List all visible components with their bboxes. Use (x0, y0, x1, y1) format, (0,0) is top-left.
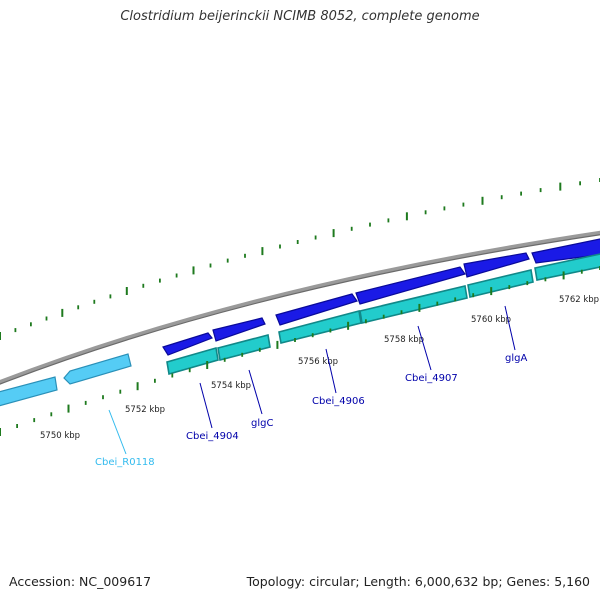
topology-label: Topology: circular; Length: 6,000,632 bp… (246, 574, 590, 589)
forward-strand-features (162, 238, 600, 356)
kbp-label-5762: 5762 kbp (559, 295, 599, 305)
gene-feature-glgc-reverse[interactable] (217, 334, 271, 361)
rna-feature-cbei-r0118[interactable] (63, 353, 132, 385)
leader-cbei-4906 (325, 348, 337, 394)
gene-label-cbei-4907[interactable]: Cbei_4907 (405, 373, 458, 384)
gene-feature-cbei-4904-forward[interactable] (162, 332, 213, 356)
gene-label-cbei-r0118[interactable]: Cbei_R0118 (95, 457, 155, 468)
gene-feature-glgc-forward[interactable] (212, 317, 266, 342)
kbp-label-5758: 5758 kbp (384, 335, 424, 345)
rna-feature-left[interactable] (0, 376, 58, 407)
leader-glgc (248, 369, 263, 415)
leader-cbei-4907 (417, 325, 432, 371)
reverse-strand-features (166, 253, 600, 376)
gene-feature-glga-forward[interactable] (463, 252, 530, 278)
gene-feature-edge-reverse[interactable] (534, 253, 600, 281)
kbp-scale-labels: 5750 kbp 5752 kbp 5754 kbp 5756 kbp 5758… (40, 295, 599, 441)
leader-cbei-r0118 (108, 409, 127, 455)
genome-backbone (0, 230, 600, 385)
gene-label-glgc[interactable]: glgC (251, 418, 273, 429)
gene-labels: Cbei_R0118 Cbei_4904 glgC Cbei_4906 Cbei… (95, 353, 527, 468)
gene-label-cbei-4906[interactable]: Cbei_4906 (312, 396, 365, 407)
gene-feature-glga-reverse[interactable] (467, 269, 534, 298)
gene-feature-cbei-4904-reverse[interactable] (166, 346, 219, 376)
kbp-label-5760: 5760 kbp (471, 315, 511, 325)
kbp-label-5756: 5756 kbp (298, 357, 338, 367)
kbp-label-5754: 5754 kbp (211, 381, 251, 391)
gene-feature-cbei-4906-reverse[interactable] (278, 310, 362, 344)
map-title: Clostridium beijerinckii NCIMB 8052, com… (120, 9, 480, 24)
outer-tick-ring (0, 178, 600, 340)
genome-backbone-shadow (0, 234, 600, 385)
kbp-label-5752: 5752 kbp (125, 405, 165, 415)
gene-feature-edge-forward[interactable] (531, 238, 600, 264)
inner-tick-ring (0, 266, 600, 436)
accession-label: Accession: NC_009617 (9, 574, 152, 589)
gene-label-cbei-4904[interactable]: Cbei_4904 (186, 431, 239, 442)
gene-label-leaders (108, 305, 516, 455)
gene-feature-cbei-4907-reverse[interactable] (359, 285, 468, 324)
rna-features (0, 353, 132, 407)
kbp-label-5750: 5750 kbp (40, 431, 80, 441)
gene-feature-cbei-4906-forward[interactable] (275, 293, 358, 326)
leader-cbei-4904 (199, 382, 213, 429)
gene-label-glga[interactable]: glgA (505, 353, 527, 364)
gene-feature-cbei-4907-forward[interactable] (355, 266, 466, 305)
leader-glga (504, 305, 516, 351)
